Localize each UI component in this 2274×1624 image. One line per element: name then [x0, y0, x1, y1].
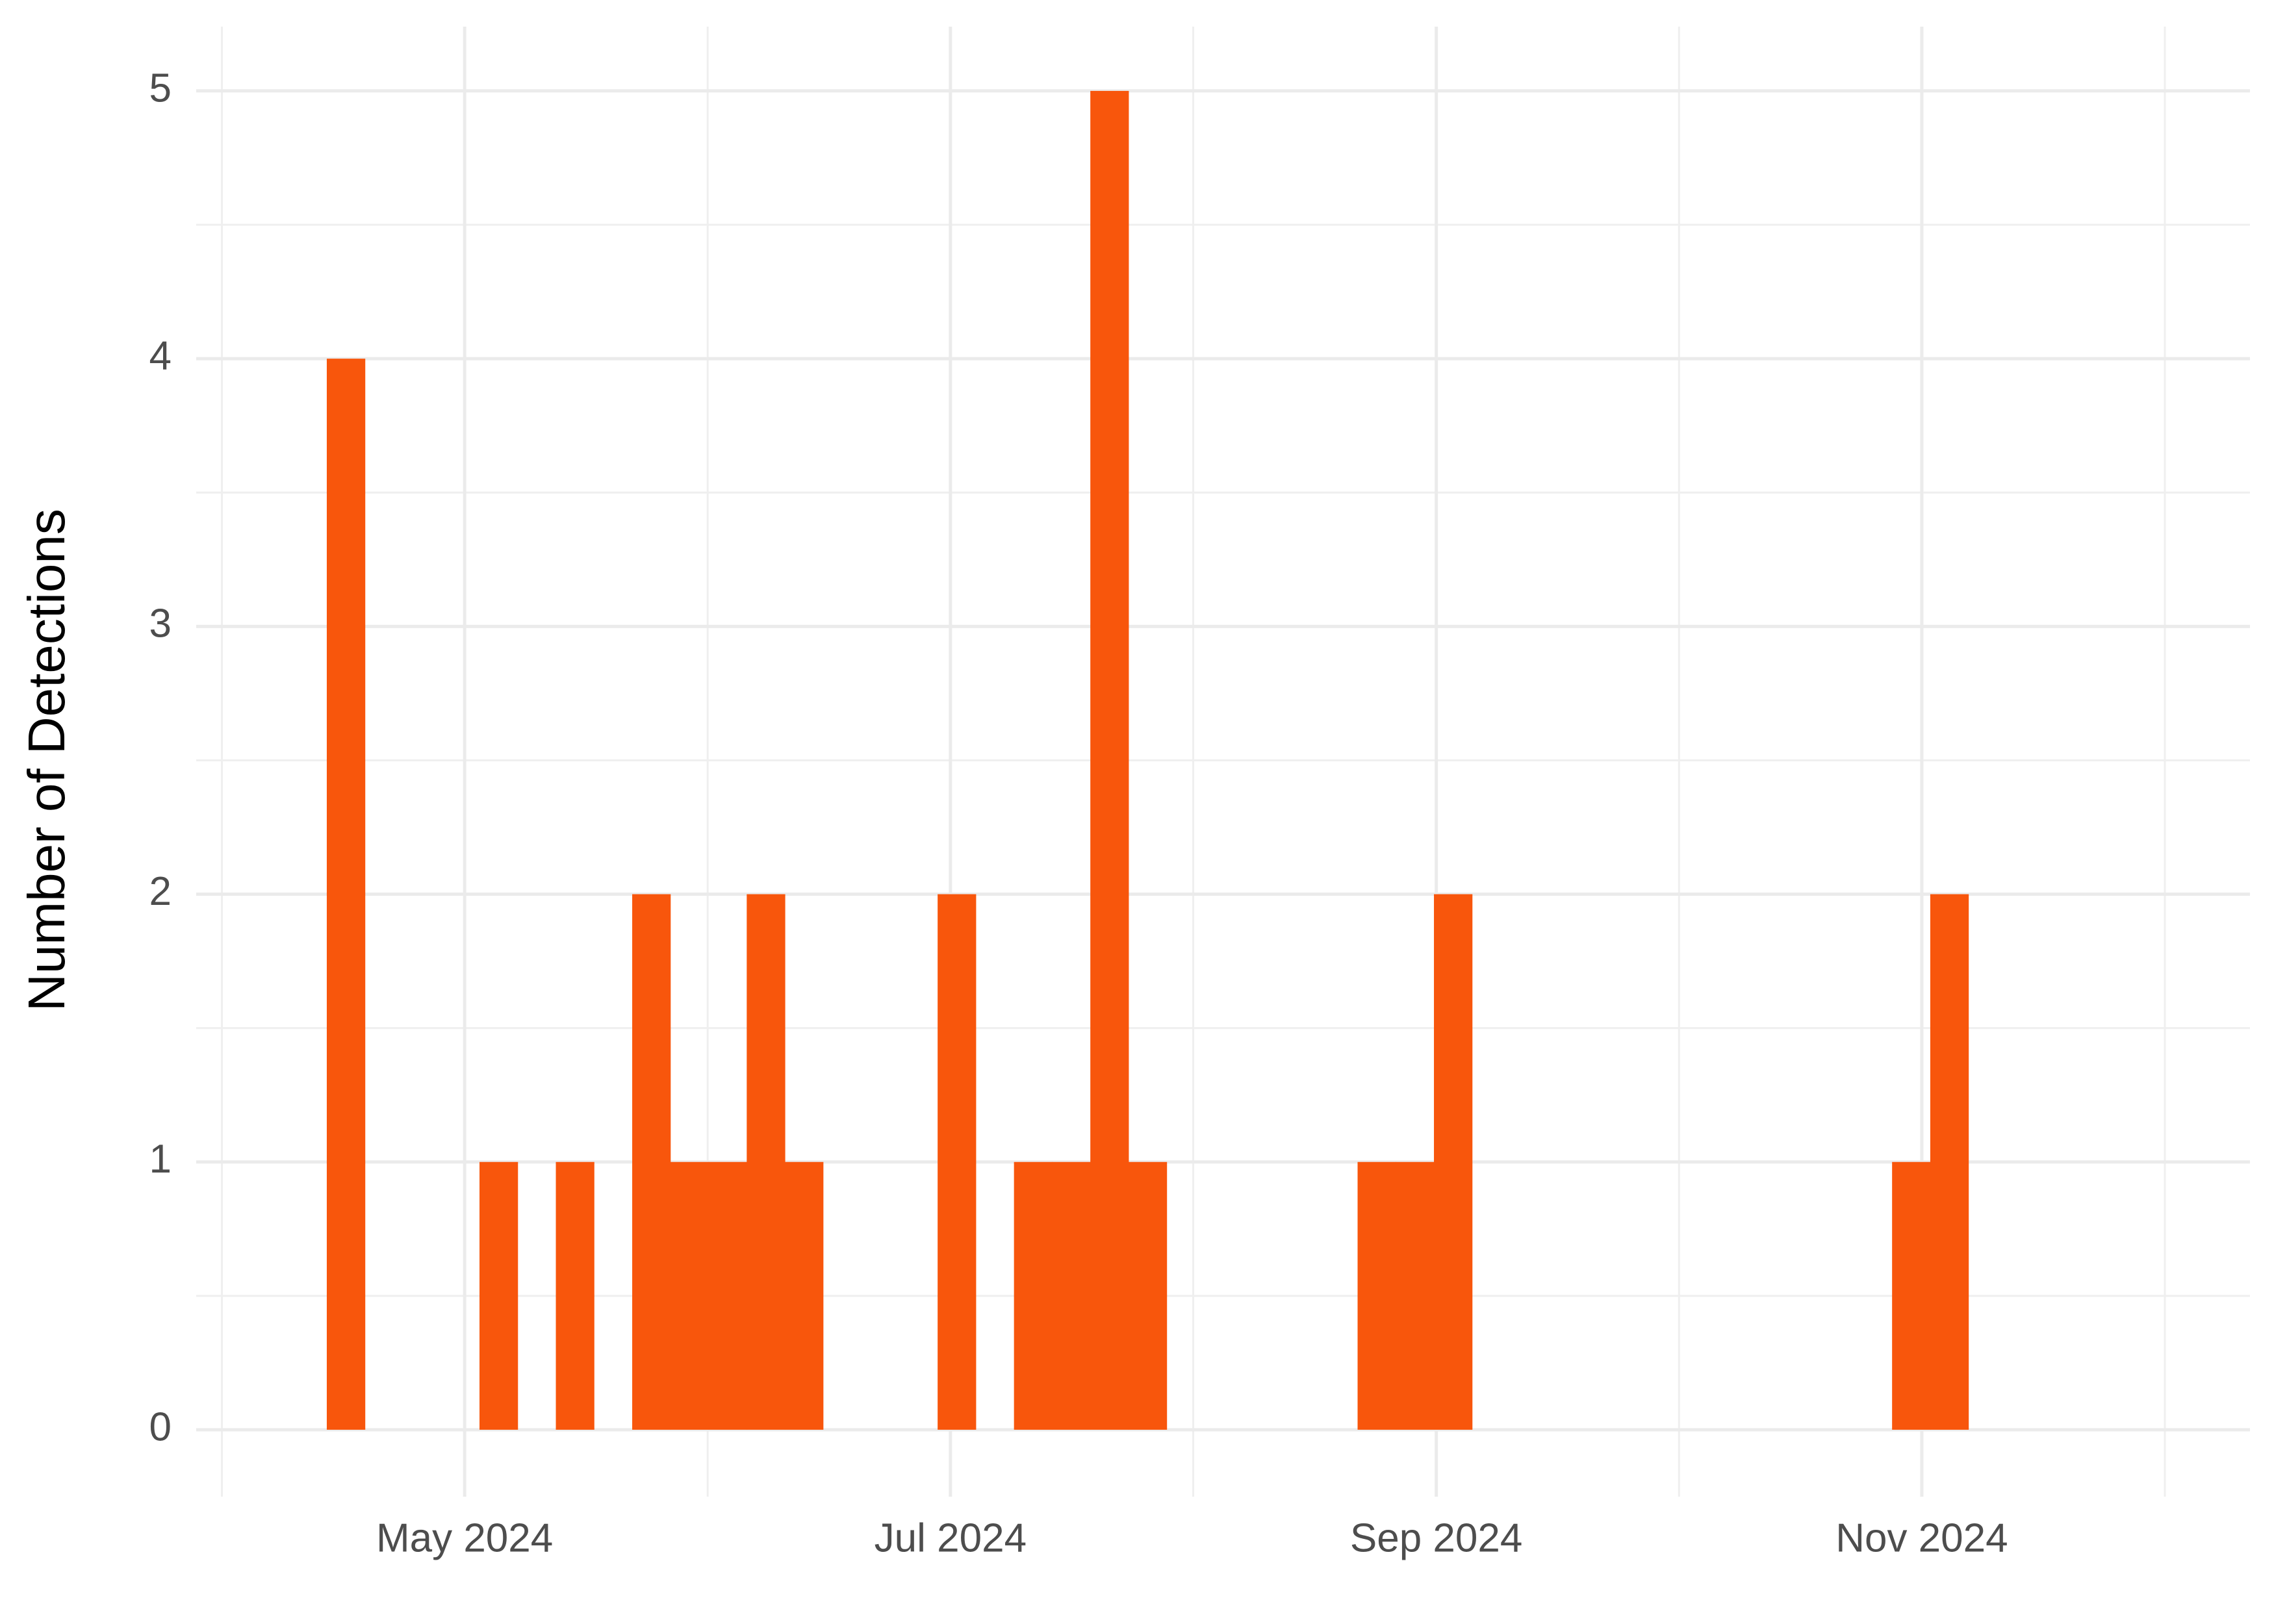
- bar: [938, 894, 977, 1430]
- bar: [479, 1161, 518, 1430]
- bar: [1090, 90, 1129, 1430]
- y-axis-label: Number of Detections: [18, 509, 75, 1011]
- bar: [1357, 1161, 1396, 1430]
- y-tick-label: 2: [149, 869, 172, 914]
- y-tick-label: 5: [149, 66, 172, 110]
- x-tick-label: May 2024: [376, 1516, 553, 1560]
- bar: [1892, 1161, 1931, 1430]
- y-tick-label: 0: [149, 1404, 172, 1449]
- bar: [1128, 1161, 1168, 1430]
- bar: [1396, 1161, 1435, 1430]
- bar: [1052, 1161, 1091, 1430]
- bar: [747, 894, 786, 1430]
- y-tick-label: 3: [149, 602, 172, 646]
- bar: [556, 1161, 594, 1430]
- bar: [1014, 1161, 1053, 1430]
- bar: [632, 894, 671, 1430]
- y-tick-label: 4: [149, 334, 172, 379]
- bar: [326, 359, 366, 1430]
- bar: [670, 1161, 709, 1430]
- x-tick-label: Jul 2024: [875, 1516, 1027, 1560]
- bar: [785, 1161, 824, 1430]
- x-tick-label: Nov 2024: [1835, 1516, 2008, 1560]
- x-tick-label: Sep 2024: [1350, 1516, 1522, 1560]
- bar: [1434, 894, 1473, 1430]
- y-tick-label: 1: [149, 1137, 172, 1182]
- bar: [708, 1161, 747, 1430]
- bar: [1930, 894, 1969, 1430]
